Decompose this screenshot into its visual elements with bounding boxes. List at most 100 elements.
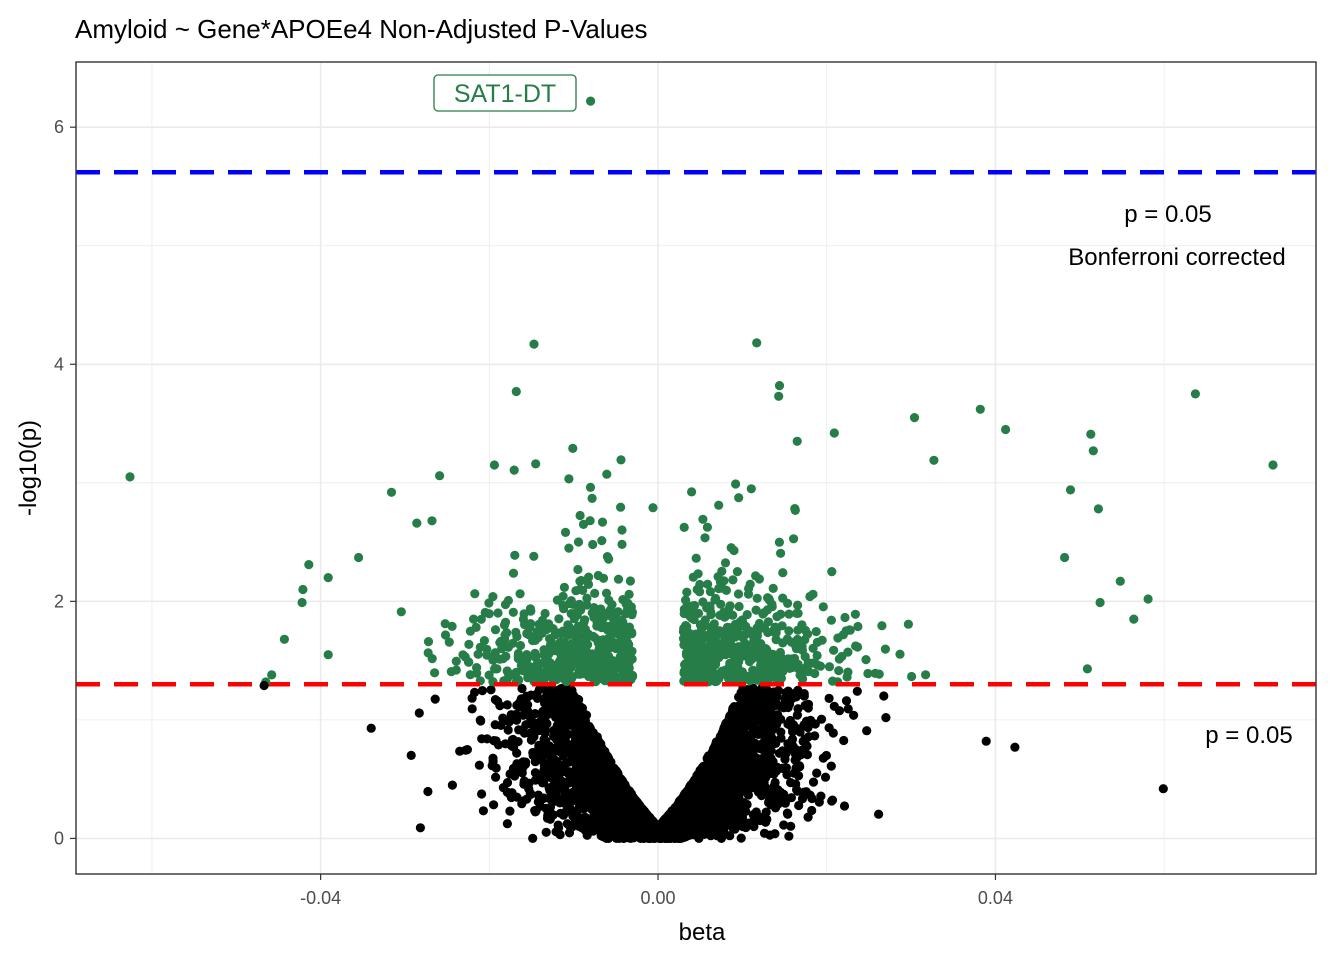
data-point-not-significant bbox=[568, 769, 577, 778]
data-point-significant bbox=[829, 646, 838, 655]
data-point-not-significant bbox=[499, 783, 508, 792]
data-point-not-significant bbox=[771, 714, 780, 723]
data-point-not-significant bbox=[733, 724, 742, 733]
data-point-significant bbox=[500, 620, 509, 629]
data-point-significant bbox=[904, 620, 913, 629]
data-point-not-significant bbox=[806, 791, 815, 800]
data-point-not-significant bbox=[552, 691, 561, 700]
data-point-not-significant bbox=[612, 834, 621, 843]
data-point-not-significant bbox=[477, 789, 486, 798]
data-point-not-significant bbox=[565, 828, 574, 837]
data-point-not-significant bbox=[544, 794, 553, 803]
data-point-significant bbox=[717, 567, 726, 576]
data-point-significant bbox=[710, 619, 719, 628]
data-point-not-significant bbox=[791, 749, 800, 758]
data-point-not-significant bbox=[748, 699, 757, 708]
data-point-not-significant bbox=[415, 708, 424, 717]
data-point-not-significant bbox=[786, 778, 795, 787]
data-point-not-significant bbox=[534, 743, 543, 752]
data-point-significant bbox=[602, 470, 611, 479]
data-point-not-significant bbox=[762, 815, 771, 824]
data-point-not-significant bbox=[810, 731, 819, 740]
data-point-not-significant bbox=[619, 825, 628, 834]
data-point-not-significant bbox=[730, 702, 739, 711]
data-point-significant bbox=[818, 636, 827, 645]
data-point-not-significant bbox=[596, 760, 605, 769]
data-point-significant bbox=[510, 466, 519, 475]
data-point-not-significant bbox=[784, 832, 793, 841]
data-point-not-significant bbox=[734, 755, 743, 764]
data-point-not-significant bbox=[592, 733, 601, 742]
data-point-significant bbox=[778, 568, 787, 577]
data-point-significant bbox=[793, 601, 802, 610]
data-point-not-significant bbox=[821, 773, 830, 782]
data-point-significant bbox=[509, 569, 518, 578]
data-point-not-significant bbox=[478, 686, 487, 695]
data-point-significant bbox=[700, 533, 709, 542]
data-point-not-significant bbox=[531, 776, 540, 785]
data-point-not-significant bbox=[573, 796, 582, 805]
data-point-significant bbox=[680, 523, 689, 532]
data-point-not-significant bbox=[554, 821, 563, 830]
data-point-significant bbox=[747, 484, 756, 493]
data-point-significant bbox=[588, 494, 597, 503]
data-point-significant bbox=[877, 621, 886, 630]
data-point-not-significant bbox=[629, 833, 638, 842]
data-point-not-significant bbox=[812, 769, 821, 778]
data-point-not-significant bbox=[507, 788, 516, 797]
data-point-not-significant bbox=[697, 779, 706, 788]
data-point-significant bbox=[626, 576, 635, 585]
data-point-not-significant bbox=[825, 694, 834, 703]
data-point-significant bbox=[809, 644, 818, 653]
data-point-not-significant bbox=[612, 767, 621, 776]
data-point-significant bbox=[530, 649, 539, 658]
data-point-not-significant bbox=[765, 747, 774, 756]
data-point-not-significant bbox=[557, 715, 566, 724]
data-point-not-significant bbox=[685, 786, 694, 795]
data-point-significant bbox=[428, 654, 437, 663]
data-point-not-significant bbox=[503, 700, 512, 709]
data-point-not-significant bbox=[532, 806, 541, 815]
data-point-not-significant bbox=[773, 800, 782, 809]
data-point-not-significant bbox=[514, 725, 523, 734]
data-point-significant bbox=[447, 667, 456, 676]
data-point-not-significant bbox=[549, 726, 558, 735]
data-point-not-significant bbox=[827, 762, 836, 771]
data-point-not-significant bbox=[535, 685, 544, 694]
data-point-not-significant bbox=[533, 694, 542, 703]
data-point-not-significant bbox=[803, 750, 812, 759]
data-point-not-significant bbox=[448, 781, 457, 790]
data-point-significant bbox=[576, 511, 585, 520]
data-point-significant bbox=[827, 616, 836, 625]
data-point-significant bbox=[687, 487, 696, 496]
data-point-not-significant bbox=[819, 754, 828, 763]
data-point-not-significant bbox=[423, 787, 432, 796]
data-point-not-significant bbox=[749, 765, 758, 774]
data-point-not-significant bbox=[608, 782, 617, 791]
data-point-not-significant bbox=[828, 796, 837, 805]
data-point-not-significant bbox=[800, 735, 809, 744]
data-point-not-significant bbox=[640, 812, 649, 821]
data-point-not-significant bbox=[491, 773, 500, 782]
data-point-not-significant bbox=[644, 827, 653, 836]
data-point-significant bbox=[733, 567, 742, 576]
data-point-significant bbox=[510, 551, 519, 560]
data-point-not-significant bbox=[488, 754, 497, 763]
data-point-not-significant bbox=[685, 798, 694, 807]
data-point-not-significant bbox=[723, 737, 732, 746]
data-point-significant bbox=[616, 503, 625, 512]
data-point-not-significant bbox=[416, 823, 425, 832]
data-point-significant bbox=[753, 594, 762, 603]
data-point-significant bbox=[554, 614, 563, 623]
data-point-significant bbox=[784, 610, 793, 619]
data-point-not-significant bbox=[597, 743, 606, 752]
data-point-not-significant bbox=[505, 807, 514, 816]
data-point-not-significant bbox=[715, 786, 724, 795]
chart-title: Amyloid ~ Gene*APOEe4 Non-Adjusted P-Val… bbox=[75, 14, 648, 44]
data-point-significant bbox=[734, 493, 743, 502]
data-point-significant bbox=[692, 554, 701, 563]
data-point-not-significant bbox=[732, 770, 741, 779]
data-point-not-significant bbox=[758, 758, 767, 767]
data-point-significant bbox=[776, 549, 785, 558]
data-point-significant bbox=[493, 608, 502, 617]
